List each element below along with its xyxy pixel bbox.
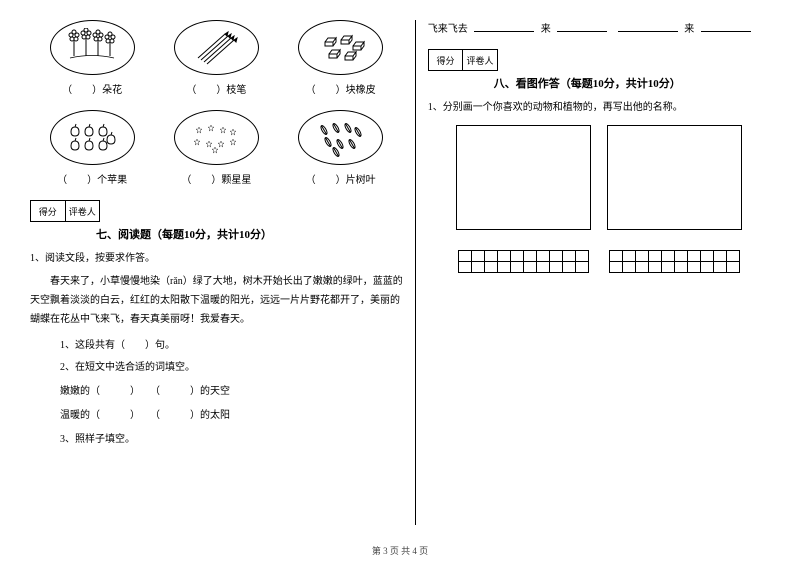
draw-set-plant [607,125,742,273]
name-grid-animal[interactable] [458,250,589,273]
draw-box-animal[interactable] [456,125,591,230]
pattern-tail: 来 [684,24,694,35]
score-label: 得分 [31,201,66,221]
pattern-prefix: 飞来飞去 [428,24,468,35]
blank-1[interactable] [474,22,534,32]
label-pencils[interactable]: （ ）枝笔 [186,81,246,96]
oval-leaves [298,110,383,165]
item-flowers: （ ）朵花 [37,20,147,96]
right-column: 飞来飞去 来 来 得分 评卷人 八、看图作答（每题10分，共计10分） 1、分别… [415,20,770,525]
grader-label: 评卷人 [66,201,100,221]
oval-pencils [174,20,259,75]
apples-icon [61,118,123,158]
pattern-mid: 来 [541,24,551,35]
label-apples[interactable]: （ ）个苹果 [57,171,127,186]
blank-2[interactable] [557,22,607,32]
item-erasers: （ ）块橡皮 [286,20,396,96]
q7-line-b[interactable]: 温暖的（ ） （ ）的太阳 [30,407,403,425]
label-stars[interactable]: （ ）颗星星 [181,171,251,186]
item-leaves: （ ）片树叶 [286,110,396,186]
left-column: （ ）朵花 （ ）枝笔 [30,20,415,525]
grader-label-8: 评卷人 [463,50,497,70]
name-grid-plant[interactable] [609,250,740,273]
item-pencils: （ ）枝笔 [161,20,271,96]
item-stars: （ ）颗星星 [161,110,271,186]
counting-row-2: （ ）个苹果 [30,110,403,186]
oval-erasers [298,20,383,75]
flowers-icon [62,28,122,68]
q8-1: 1、分别画一个你喜欢的动物和植物的，再写出他的名称。 [428,99,770,117]
score-box-7: 得分 评卷人 [30,200,100,222]
stars-icon [185,118,247,158]
draw-set-animal [456,125,591,273]
q7-sub1[interactable]: 1、这段共有（ ）句。 [30,337,403,355]
q7-line-a[interactable]: 嫩嫩的（ ） （ ）的天空 [30,383,403,401]
leaves-icon [310,118,372,158]
oval-stars [174,110,259,165]
q7-sub2: 2、在短文中选合适的词填空。 [30,359,403,377]
q7-lead: 1、阅读文段，按要求作答。 [30,250,403,268]
label-flowers[interactable]: （ ）朵花 [62,81,122,96]
drawing-row [428,125,770,273]
blank-3[interactable] [618,22,678,32]
counting-row-1: （ ）朵花 （ ）枝笔 [30,20,403,96]
q7-passage: 春天来了，小草慢慢地染（rǎn）绿了大地，树木开始长出了嫩嫩的绿叶，蓝蓝的天空飘… [30,272,403,329]
q7-sub3: 3、照样子填空。 [30,431,403,449]
section-8-title: 八、看图作答（每题10分，共计10分） [428,75,770,91]
label-erasers[interactable]: （ ）块橡皮 [306,81,376,96]
pattern-fill-line[interactable]: 飞来飞去 来 来 [428,20,770,35]
blank-4[interactable] [701,22,751,32]
pencils-icon [186,28,246,68]
section-7-title: 七、阅读题（每题10分，共计10分） [30,226,403,242]
page-footer: 第 3 页 共 4 页 [0,544,800,557]
draw-box-plant[interactable] [607,125,742,230]
oval-flowers [50,20,135,75]
score-label-8: 得分 [429,50,464,70]
erasers-icon [311,28,371,68]
score-box-8: 得分 评卷人 [428,49,498,71]
label-leaves[interactable]: （ ）片树叶 [306,171,376,186]
oval-apples [50,110,135,165]
item-apples: （ ）个苹果 [37,110,147,186]
